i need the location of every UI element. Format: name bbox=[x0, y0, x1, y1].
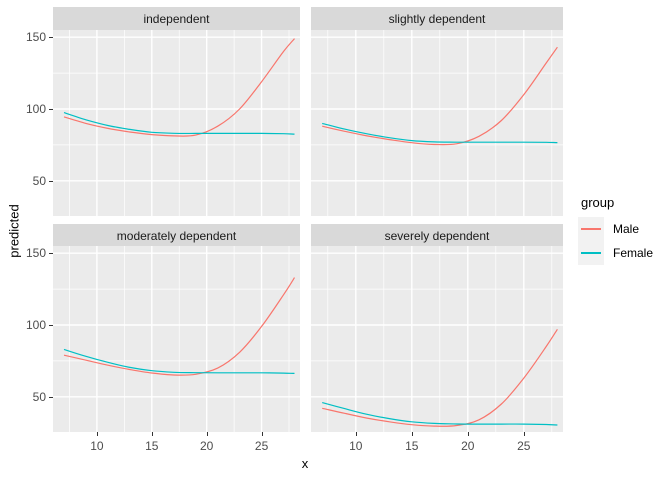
facet-panel bbox=[311, 246, 563, 432]
y-tick-mark bbox=[49, 253, 53, 255]
x-tick-mark bbox=[355, 432, 357, 436]
facet-title: independent bbox=[143, 11, 210, 26]
gridlines bbox=[53, 246, 300, 432]
y-tick-mark bbox=[49, 37, 53, 39]
female-line bbox=[63, 348, 295, 374]
x-tick-label: 25 bbox=[517, 439, 531, 453]
x-tick-label: 20 bbox=[200, 439, 214, 453]
x-tick-label: 25 bbox=[254, 439, 269, 453]
y-tick-mark bbox=[49, 180, 53, 182]
legend-key-female: Female bbox=[578, 241, 653, 265]
y-tick-label: 100 bbox=[25, 318, 46, 332]
female-line bbox=[322, 122, 558, 144]
facet-panel bbox=[53, 246, 300, 432]
legend-line-male bbox=[581, 228, 601, 230]
x-tick-mark bbox=[467, 432, 469, 436]
male-line bbox=[63, 38, 295, 137]
x-tick-mark bbox=[151, 432, 153, 436]
male-line bbox=[322, 46, 558, 146]
gridlines bbox=[311, 30, 563, 216]
y-tick-mark bbox=[49, 325, 53, 326]
x-tick-mark bbox=[96, 432, 98, 436]
y-tick-label: 100 bbox=[25, 102, 46, 116]
legend-key-swatch bbox=[578, 241, 604, 265]
male-line bbox=[322, 328, 558, 427]
gridlines bbox=[311, 246, 563, 432]
legend-label: Male bbox=[613, 222, 640, 236]
male-line bbox=[63, 277, 296, 376]
facet-title: slightly dependent bbox=[388, 11, 486, 26]
y-tick-mark bbox=[49, 396, 53, 398]
facet-strip: independent bbox=[53, 7, 300, 30]
female-line bbox=[63, 112, 295, 135]
y-tick-label: 50 bbox=[32, 173, 46, 188]
x-tick-label: 10 bbox=[349, 439, 363, 453]
facet-title: moderately dependent bbox=[116, 228, 237, 243]
female-line bbox=[322, 402, 558, 426]
facet-panel bbox=[311, 30, 563, 216]
x-axis-title: x bbox=[301, 456, 309, 471]
x-tick-label: 20 bbox=[461, 439, 475, 453]
x-tick-label: 15 bbox=[145, 439, 159, 453]
legend-key-male: Male bbox=[578, 217, 653, 241]
y-tick-mark bbox=[49, 109, 53, 110]
x-tick-mark bbox=[261, 432, 263, 436]
x-tick-mark bbox=[411, 432, 413, 436]
x-tick-label: 15 bbox=[405, 439, 419, 453]
legend-title: group bbox=[581, 195, 615, 210]
x-tick-mark bbox=[206, 432, 208, 436]
facet-panel bbox=[53, 30, 300, 216]
x-tick-label: 10 bbox=[90, 439, 104, 453]
facet-title: severely dependent bbox=[384, 228, 490, 243]
legend: group Male Female bbox=[578, 195, 653, 265]
x-tick-mark bbox=[523, 432, 525, 436]
legend-label: Female bbox=[613, 246, 654, 260]
y-tick-label: 50 bbox=[32, 389, 46, 404]
y-tick-label: 150 bbox=[25, 30, 46, 45]
legend-key-swatch bbox=[578, 217, 604, 241]
y-tick-label: 150 bbox=[25, 246, 46, 261]
legend-line-female bbox=[581, 252, 601, 254]
facet-strip: slightly dependent bbox=[311, 7, 563, 30]
facet-strip: severely dependent bbox=[311, 224, 563, 247]
facet-strip: moderately dependent bbox=[53, 224, 300, 247]
legend-keys: Male Female bbox=[578, 217, 653, 265]
